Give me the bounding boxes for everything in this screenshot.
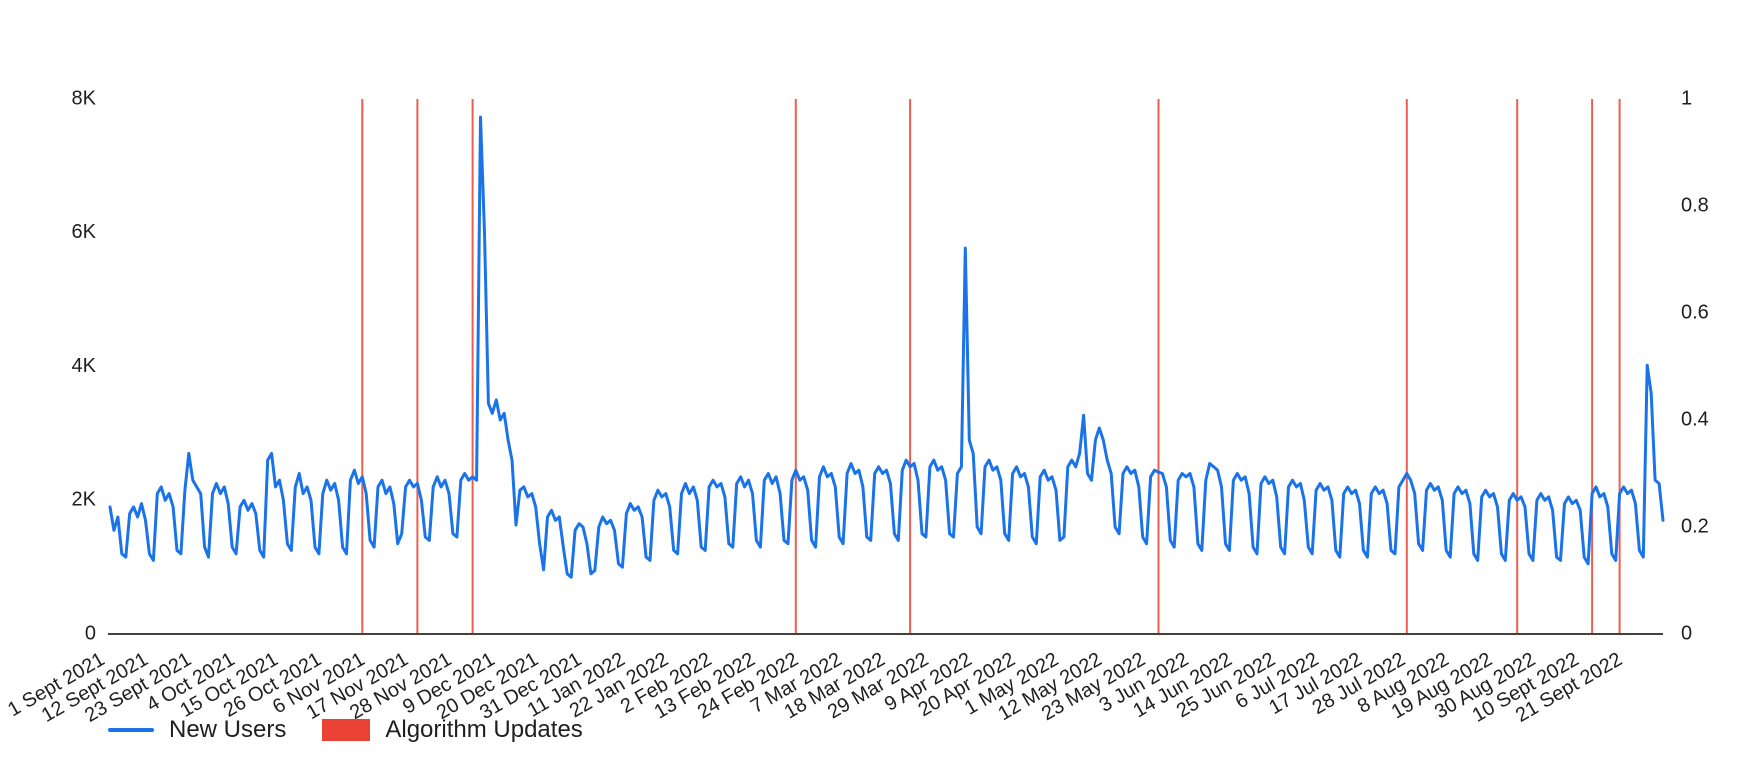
y-right-tick-label: 0 bbox=[1681, 622, 1692, 644]
new-users-series-path bbox=[108, 115, 1665, 579]
legend-label-algorithm-updates: Algorithm Updates bbox=[385, 716, 583, 743]
y-right-tick-label: 0.6 bbox=[1681, 301, 1709, 323]
y-right-tick-label: 0.8 bbox=[1681, 194, 1709, 216]
new-users-line-swatch bbox=[108, 728, 154, 732]
y-right-tick-label: 1 bbox=[1681, 87, 1692, 109]
y-left-tick-label: 8K bbox=[72, 87, 97, 109]
y-left-tick-label: 2K bbox=[72, 489, 97, 511]
y-axis-left-labels: 0 2K 4K 6K 8K bbox=[72, 87, 97, 644]
y-left-tick-label: 0 bbox=[85, 622, 96, 644]
y-right-tick-label: 0.4 bbox=[1681, 408, 1709, 430]
legend-item-new-users: New Users bbox=[108, 716, 286, 744]
y-axis-right-labels: 0 0.2 0.4 0.6 0.8 1 bbox=[1681, 87, 1709, 644]
y-right-tick-label: 0.2 bbox=[1681, 515, 1709, 537]
algorithm-updates-swatch bbox=[322, 719, 371, 741]
y-left-tick-label: 6K bbox=[72, 221, 97, 243]
new-users-line bbox=[108, 115, 1665, 579]
legend-label-new-users: New Users bbox=[169, 716, 287, 743]
chart-legend: New Users Algorithm Updates bbox=[108, 716, 583, 744]
algorithm-update-lines bbox=[361, 99, 1621, 634]
y-left-tick-label: 4K bbox=[72, 355, 97, 377]
legend-item-algorithm-updates: Algorithm Updates bbox=[322, 716, 583, 744]
